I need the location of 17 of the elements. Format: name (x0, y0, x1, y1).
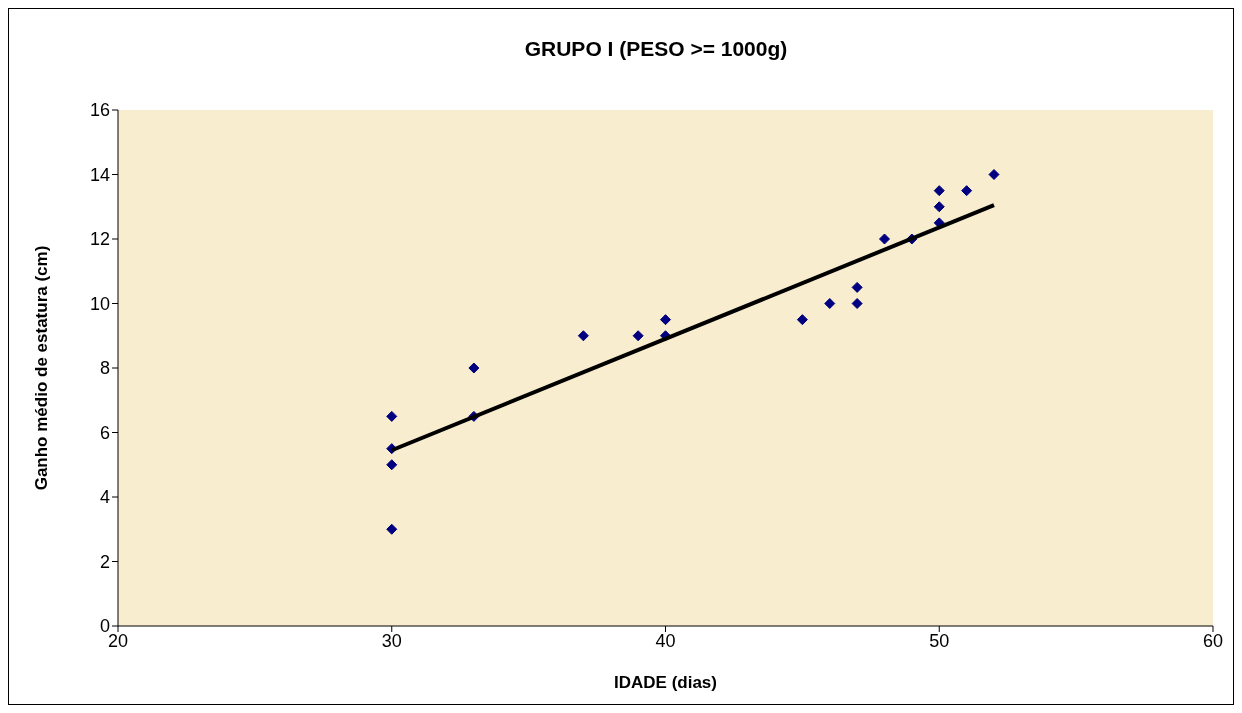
chart-title: GRUPO I (PESO >= 1000g) (523, 37, 789, 61)
y-tick-label: 2 (99, 551, 110, 572)
y-tick-label: 8 (99, 358, 110, 379)
x-axis-title: IDADE (dias) (614, 673, 717, 693)
x-tick-label: 50 (929, 630, 950, 651)
x-tick-label: 20 (107, 630, 129, 651)
y-tick-label: 10 (89, 293, 110, 314)
y-tick-label: 4 (99, 487, 110, 508)
y-axis-title: Ganho médio de estatura (cm) (32, 245, 52, 491)
x-tick-label: 60 (1202, 630, 1224, 651)
y-tick-label: 12 (89, 229, 110, 250)
y-tick-label: 14 (89, 164, 110, 185)
y-tick-label: 16 (89, 100, 110, 121)
y-tick-label: 6 (99, 422, 110, 443)
x-tick-label: 40 (655, 630, 676, 651)
y-tick-label: 0 (99, 616, 110, 637)
x-tick-label: 30 (381, 630, 402, 651)
